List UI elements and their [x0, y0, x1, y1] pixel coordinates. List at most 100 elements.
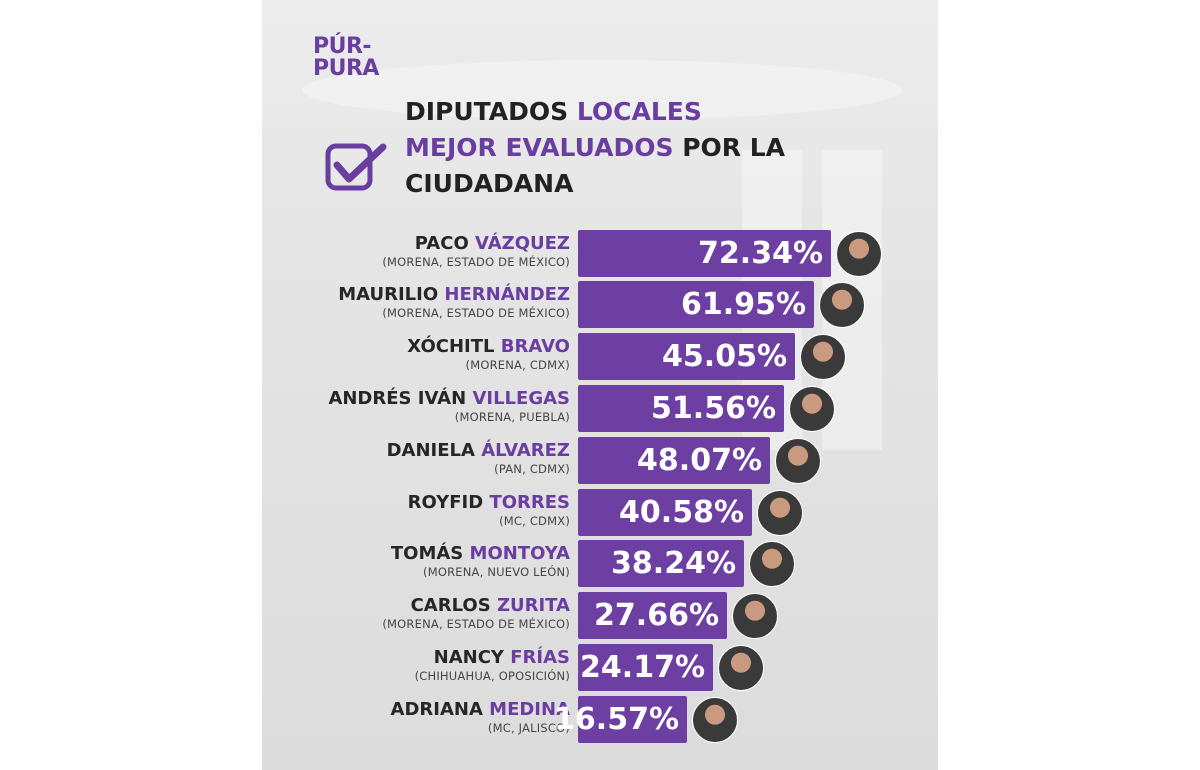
- party-state: (MORENA, CDMX): [465, 358, 570, 372]
- data-label: 27.66%: [594, 598, 719, 633]
- bar-row: NANCY FRÍAS (CHIHUAHUA, OPOSICIÓN) 24.17%: [262, 644, 938, 691]
- bar-label: MAURILIO HERNÁNDEZ (MORENA, ESTADO DE MÉX…: [338, 284, 570, 320]
- first-name: MAURILIO: [338, 284, 439, 305]
- checkbox-check-icon: [325, 143, 387, 191]
- title-text: POR LA: [673, 133, 785, 162]
- deputy-name: MAURILIO HERNÁNDEZ: [338, 284, 570, 306]
- bar: 24.17%: [578, 644, 713, 691]
- bar: 72.34%: [578, 230, 831, 277]
- avatar: [749, 541, 795, 587]
- first-name: ADRIANA: [390, 699, 483, 720]
- data-label: 24.17%: [580, 650, 705, 685]
- avatar: [789, 386, 835, 432]
- bar-label: PACO VÁZQUEZ (MORENA, ESTADO DE MÉXICO): [382, 233, 570, 269]
- first-name: PACO: [414, 233, 469, 254]
- bar-label: NANCY FRÍAS (CHIHUAHUA, OPOSICIÓN): [415, 647, 570, 683]
- party-state: (PAN, CDMX): [494, 462, 570, 476]
- last-name: TORRES: [489, 492, 570, 513]
- last-name: BRAVO: [500, 336, 570, 357]
- bar: 16.57%: [554, 696, 687, 743]
- avatar: [800, 334, 846, 380]
- data-label: 40.58%: [619, 495, 744, 530]
- bar: 27.66%: [578, 592, 727, 639]
- data-label: 48.07%: [637, 443, 762, 478]
- first-name: ANDRÉS IVÁN: [328, 388, 467, 409]
- bar-label: DANIELA ÁLVAREZ (PAN, CDMX): [387, 440, 570, 476]
- title-text: DIPUTADOS: [405, 97, 577, 126]
- page-title: DIPUTADOS LOCALES MEJOR EVALUADOS POR LA…: [405, 94, 785, 202]
- bar-row: CARLOS ZURITA (MORENA, ESTADO DE MÉXICO) 2…: [262, 592, 938, 639]
- party-state: (MC, CDMX): [499, 514, 570, 528]
- bar: 40.58%: [578, 489, 752, 536]
- party-state: (MORENA, ESTADO DE MÉXICO): [382, 255, 570, 269]
- bar: 45.05%: [578, 333, 795, 380]
- bar-row: DANIELA ÁLVAREZ (PAN, CDMX) 48.07%: [262, 437, 938, 484]
- title-highlight: LOCALES: [576, 97, 702, 126]
- data-label: 38.24%: [611, 546, 736, 581]
- bar-label: ADRIANA MEDINA (MC, JALISCO): [391, 699, 570, 735]
- logo-line-2: PURA: [313, 56, 379, 81]
- bar: 48.07%: [578, 437, 770, 484]
- deputy-name: ADRIANA MEDINA: [391, 699, 570, 721]
- bar-label: XÓCHITL BRAVO (MORENA, CDMX): [407, 336, 570, 372]
- first-name: CARLOS: [410, 595, 491, 616]
- bar-label: CARLOS ZURITA (MORENA, ESTADO DE MÉXICO): [382, 595, 570, 631]
- data-label: 72.34%: [698, 236, 823, 271]
- bar-label: ANDRÉS IVÁN VILLEGAS (MORENA, PUEBLA): [328, 388, 570, 424]
- bar-label: TOMÁS MONTOYA (MORENA, NUEVO LEÓN): [391, 543, 570, 579]
- last-name: VÁZQUEZ: [475, 233, 570, 254]
- data-label: 45.05%: [662, 339, 787, 374]
- last-name: MEDINA: [489, 699, 570, 720]
- bar-row: XÓCHITL BRAVO (MORENA, CDMX) 45.05%: [262, 333, 938, 380]
- deputy-name: ROYFID TORRES: [408, 492, 570, 514]
- last-name: ÁLVAREZ: [481, 440, 570, 461]
- avatar: [775, 438, 821, 484]
- background-panel: [262, 0, 938, 770]
- data-label: 16.57%: [554, 702, 679, 737]
- first-name: ROYFID: [407, 492, 484, 513]
- deputy-name: NANCY FRÍAS: [415, 647, 570, 669]
- bar: 51.56%: [578, 385, 784, 432]
- last-name: ZURITA: [496, 595, 570, 616]
- first-name: XÓCHITL: [407, 336, 495, 357]
- title-highlight: MEJOR EVALUADOS: [405, 133, 674, 162]
- bar-row: MAURILIO HERNÁNDEZ (MORENA, ESTADO DE MÉX…: [262, 281, 938, 328]
- deputy-name: ANDRÉS IVÁN VILLEGAS: [328, 388, 570, 410]
- bar-row: TOMÁS MONTOYA (MORENA, NUEVO LEÓN) 38.24%: [262, 540, 938, 587]
- bar-row: ADRIANA MEDINA (MC, JALISCO) 16.57%: [262, 696, 938, 743]
- brand-logo: PÚR- PURA: [313, 36, 379, 80]
- logo-line-1: PÚR-: [313, 34, 372, 59]
- avatar: [732, 593, 778, 639]
- party-state: (MORENA, PUEBLA): [454, 410, 570, 424]
- bar: 61.95%: [578, 281, 814, 328]
- avatar: [819, 282, 865, 328]
- bar-row: PACO VÁZQUEZ (MORENA, ESTADO DE MÉXICO) 72…: [262, 230, 938, 277]
- party-state: (MORENA, ESTADO DE MÉXICO): [382, 306, 570, 320]
- deputy-name: DANIELA ÁLVAREZ: [387, 440, 570, 462]
- last-name: MONTOYA: [469, 543, 570, 564]
- last-name: VILLEGAS: [472, 388, 570, 409]
- party-state: (CHIHUAHUA, OPOSICIÓN): [414, 669, 570, 683]
- party-state: (MORENA, NUEVO LEÓN): [423, 565, 570, 579]
- first-name: NANCY: [433, 647, 504, 668]
- party-state: (MC, JALISCO): [487, 721, 570, 735]
- last-name: FRÍAS: [510, 647, 570, 668]
- first-name: DANIELA: [386, 440, 475, 461]
- deputy-name: XÓCHITL BRAVO: [407, 336, 570, 358]
- deputy-name: PACO VÁZQUEZ: [382, 233, 570, 255]
- party-state: (MORENA, ESTADO DE MÉXICO): [382, 617, 570, 631]
- first-name: TOMÁS: [390, 543, 464, 564]
- avatar: [718, 645, 764, 691]
- bar-row: ANDRÉS IVÁN VILLEGAS (MORENA, PUEBLA) 51.5…: [262, 385, 938, 432]
- data-label: 51.56%: [651, 391, 776, 426]
- title-text: CIUDADANA: [405, 169, 574, 198]
- avatar: [757, 490, 803, 536]
- bar: 38.24%: [578, 540, 744, 587]
- avatar: [692, 697, 738, 743]
- last-name: HERNÁNDEZ: [444, 284, 570, 305]
- bar-label: ROYFID TORRES (MC, CDMX): [408, 492, 570, 528]
- avatar: [836, 231, 882, 277]
- data-label: 61.95%: [681, 287, 806, 322]
- bar-row: ROYFID TORRES (MC, CDMX) 40.58%: [262, 489, 938, 536]
- deputy-name: CARLOS ZURITA: [382, 595, 570, 617]
